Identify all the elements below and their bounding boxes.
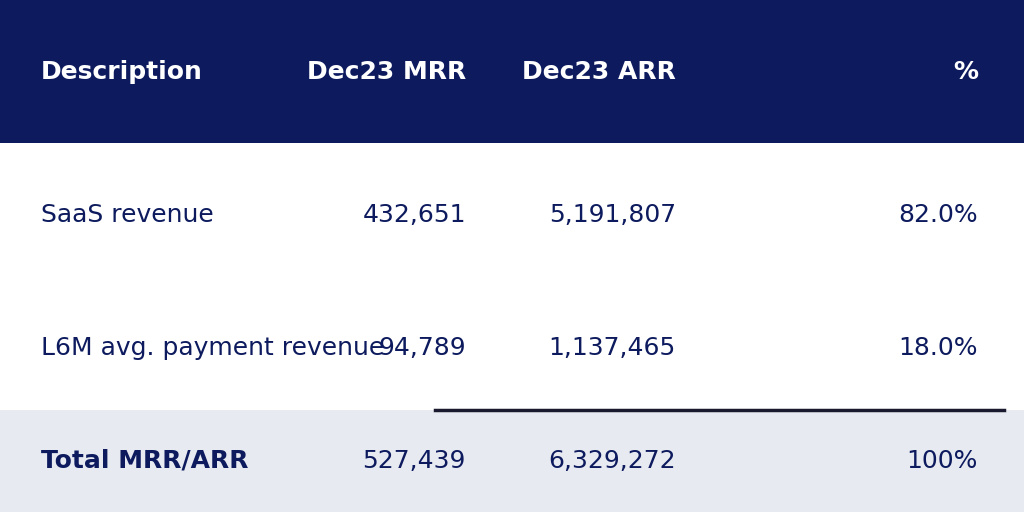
Text: 18.0%: 18.0% bbox=[898, 336, 978, 360]
Text: Total MRR/ARR: Total MRR/ARR bbox=[41, 449, 249, 473]
Text: 5,191,807: 5,191,807 bbox=[549, 203, 676, 227]
Text: Description: Description bbox=[41, 60, 203, 83]
Text: 1,137,465: 1,137,465 bbox=[549, 336, 676, 360]
Text: 527,439: 527,439 bbox=[362, 449, 466, 473]
Text: 82.0%: 82.0% bbox=[898, 203, 978, 227]
Text: 100%: 100% bbox=[906, 449, 978, 473]
Text: %: % bbox=[953, 60, 978, 83]
Bar bbox=[0, 143, 1024, 410]
Text: SaaS revenue: SaaS revenue bbox=[41, 203, 214, 227]
Text: 432,651: 432,651 bbox=[362, 203, 466, 227]
Bar bbox=[0, 0, 1024, 143]
Text: Dec23 ARR: Dec23 ARR bbox=[522, 60, 676, 83]
Text: L6M avg. payment revenue: L6M avg. payment revenue bbox=[41, 336, 384, 360]
Bar bbox=[0, 410, 1024, 512]
Text: 6,329,272: 6,329,272 bbox=[548, 449, 676, 473]
Text: Dec23 MRR: Dec23 MRR bbox=[306, 60, 466, 83]
Text: 94,789: 94,789 bbox=[378, 336, 466, 360]
